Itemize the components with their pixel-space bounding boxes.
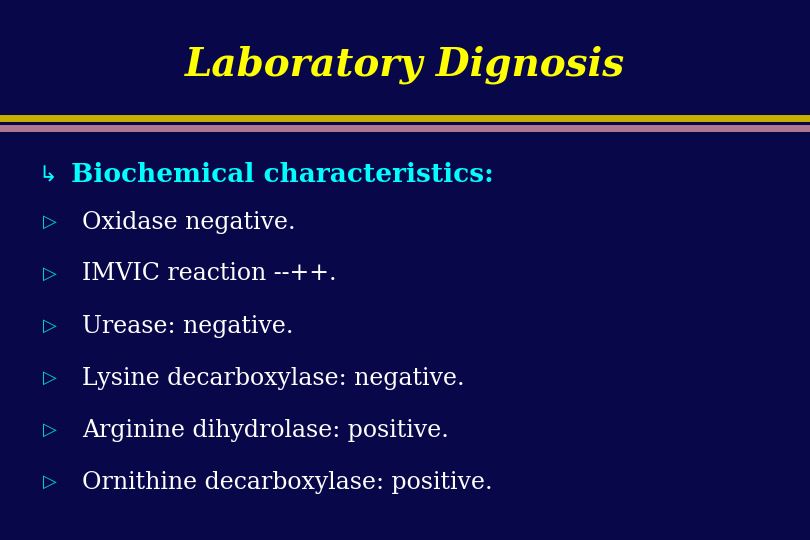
Text: ▷: ▷ xyxy=(43,317,57,335)
Text: Urease: negative.: Urease: negative. xyxy=(82,314,293,338)
Text: ▷: ▷ xyxy=(43,265,57,283)
Text: ▷: ▷ xyxy=(43,473,57,491)
Text: ▷: ▷ xyxy=(43,421,57,439)
Text: ▷: ▷ xyxy=(43,369,57,387)
Text: ↳: ↳ xyxy=(38,165,57,185)
Text: Biochemical characteristics:: Biochemical characteristics: xyxy=(62,163,494,187)
Text: ▷: ▷ xyxy=(43,213,57,231)
Text: Lysine decarboxylase: negative.: Lysine decarboxylase: negative. xyxy=(82,367,465,389)
Text: Oxidase negative.: Oxidase negative. xyxy=(82,211,296,233)
Text: Arginine dihydrolase: positive.: Arginine dihydrolase: positive. xyxy=(82,418,449,442)
Text: Ornithine decarboxylase: positive.: Ornithine decarboxylase: positive. xyxy=(82,470,492,494)
Text: IMVIC reaction --++.: IMVIC reaction --++. xyxy=(82,262,337,286)
Text: Laboratory Dignosis: Laboratory Dignosis xyxy=(185,46,625,84)
